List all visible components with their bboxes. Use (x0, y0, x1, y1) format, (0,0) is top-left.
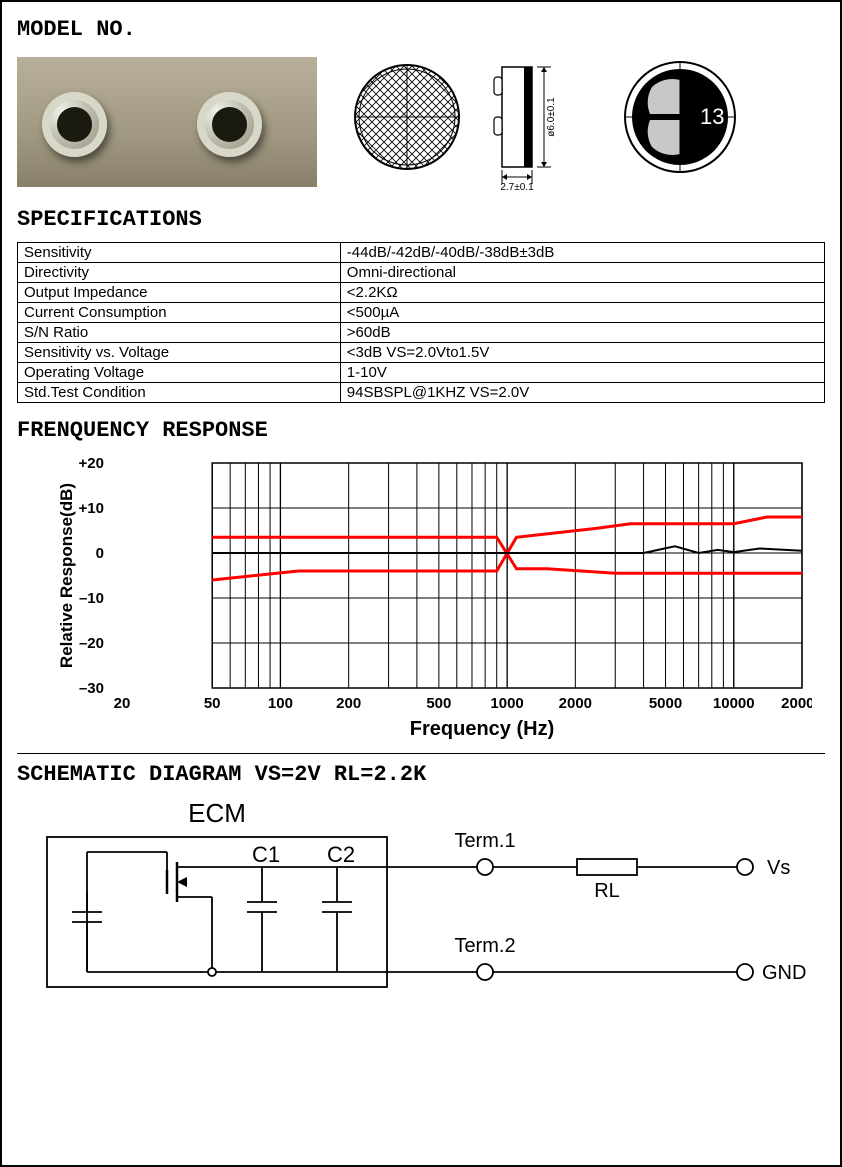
spec-label: Directivity (18, 263, 341, 283)
freq-response-chart: –30 –20 –10 0 +10 +20 20 50 100 200 500 1000 2000 500… (52, 453, 825, 748)
svg-text:GND: GND (762, 962, 806, 984)
svg-text:+20: +20 (79, 455, 104, 472)
svg-text:+10: +10 (79, 500, 104, 517)
spec-label: Sensitivity vs. Voltage (18, 343, 341, 363)
spec-row: Operating Voltage1-10V (18, 363, 825, 383)
svg-text:10000: 10000 (713, 695, 755, 712)
divider (17, 753, 825, 754)
mic-photo-right (197, 92, 262, 157)
schematic-diagram: ECMC1 C2 Term.1 RL Vs Term.2 GND (17, 792, 817, 1012)
dim-diameter-label: ø6.0±0.1 (546, 97, 557, 137)
spec-value: >60dB (340, 323, 824, 343)
svg-text:20000: 20000 (781, 695, 812, 712)
svg-text:2000: 2000 (559, 695, 592, 712)
spec-row: Sensitivity-44dB/-42dB/-40dB/-38dB±3dB (18, 243, 825, 263)
svg-text:C1: C1 (252, 842, 280, 867)
dim-width-label: 2.7±0.1 (500, 182, 534, 192)
heading-specifications: SPECIFICATIONS (17, 207, 825, 232)
spec-row: S/N Ratio>60dB (18, 323, 825, 343)
svg-text:1000: 1000 (490, 695, 523, 712)
spec-table: Sensitivity-44dB/-42dB/-40dB/-38dB±3dBDi… (17, 242, 825, 403)
svg-text:–30: –30 (79, 680, 104, 697)
spec-value: <500µA (340, 303, 824, 323)
product-photo (17, 57, 317, 187)
spec-value: <3dB VS=2.0Vto1.5V (340, 343, 824, 363)
svg-text:RL: RL (594, 880, 620, 902)
svg-text:–10: –10 (79, 590, 104, 607)
spec-row: DirectivityOmni-directional (18, 263, 825, 283)
svg-text:5000: 5000 (649, 695, 682, 712)
spec-label: Current Consumption (18, 303, 341, 323)
datasheet-page: MODEL NO. (0, 0, 842, 1167)
svg-text:Term.1: Term.1 (454, 830, 515, 852)
svg-text:ECM: ECM (188, 798, 246, 828)
svg-text:–20: –20 (79, 635, 104, 652)
spec-value: 1-10V (340, 363, 824, 383)
spec-row: Sensitivity vs. Voltage<3dB VS=2.0Vto1.5… (18, 343, 825, 363)
mic-photo-left (42, 92, 107, 157)
svg-text:50: 50 (204, 695, 221, 712)
heading-freq-response: FRENQUENCY RESPONSE (17, 418, 825, 443)
spec-label: Std.Test Condition (18, 383, 341, 403)
spec-label: S/N Ratio (18, 323, 341, 343)
spec-label: Operating Voltage (18, 363, 341, 383)
spec-row: Output Impedance<2.2KΩ (18, 283, 825, 303)
svg-text:Term.2: Term.2 (454, 935, 515, 957)
svg-text:C2: C2 (327, 842, 355, 867)
technical-drawing: 2.7±0.1 ø6.0±0.1 + 13 (342, 52, 772, 192)
svg-text:100: 100 (268, 695, 293, 712)
svg-text:200: 200 (336, 695, 361, 712)
spec-value: Omni-directional (340, 263, 824, 283)
heading-schematic: SCHEMATIC DIAGRAM VS=2V RL=2.2K (17, 762, 825, 787)
back-number-label: 13 (700, 104, 724, 129)
svg-text:Relative Response(dB): Relative Response(dB) (57, 483, 76, 668)
spec-label: Sensitivity (18, 243, 341, 263)
images-row: 2.7±0.1 ø6.0±0.1 + 13 (17, 52, 825, 192)
spec-value: 94SBSPL@1KHZ VS=2.0V (340, 383, 824, 403)
svg-text:0: 0 (96, 545, 104, 562)
spec-label: Output Impedance (18, 283, 341, 303)
svg-text:500: 500 (426, 695, 451, 712)
spec-value: <2.2KΩ (340, 283, 824, 303)
svg-text:20: 20 (114, 695, 131, 712)
spec-row: Current Consumption<500µA (18, 303, 825, 323)
back-plus-label: + (642, 71, 650, 87)
svg-text:Frequency (Hz): Frequency (Hz) (410, 718, 554, 740)
spec-value: -44dB/-42dB/-40dB/-38dB±3dB (340, 243, 824, 263)
spec-row: Std.Test Condition94SBSPL@1KHZ VS=2.0V (18, 383, 825, 403)
svg-text:Vs: Vs (767, 857, 790, 879)
heading-model-no: MODEL NO. (17, 17, 825, 42)
